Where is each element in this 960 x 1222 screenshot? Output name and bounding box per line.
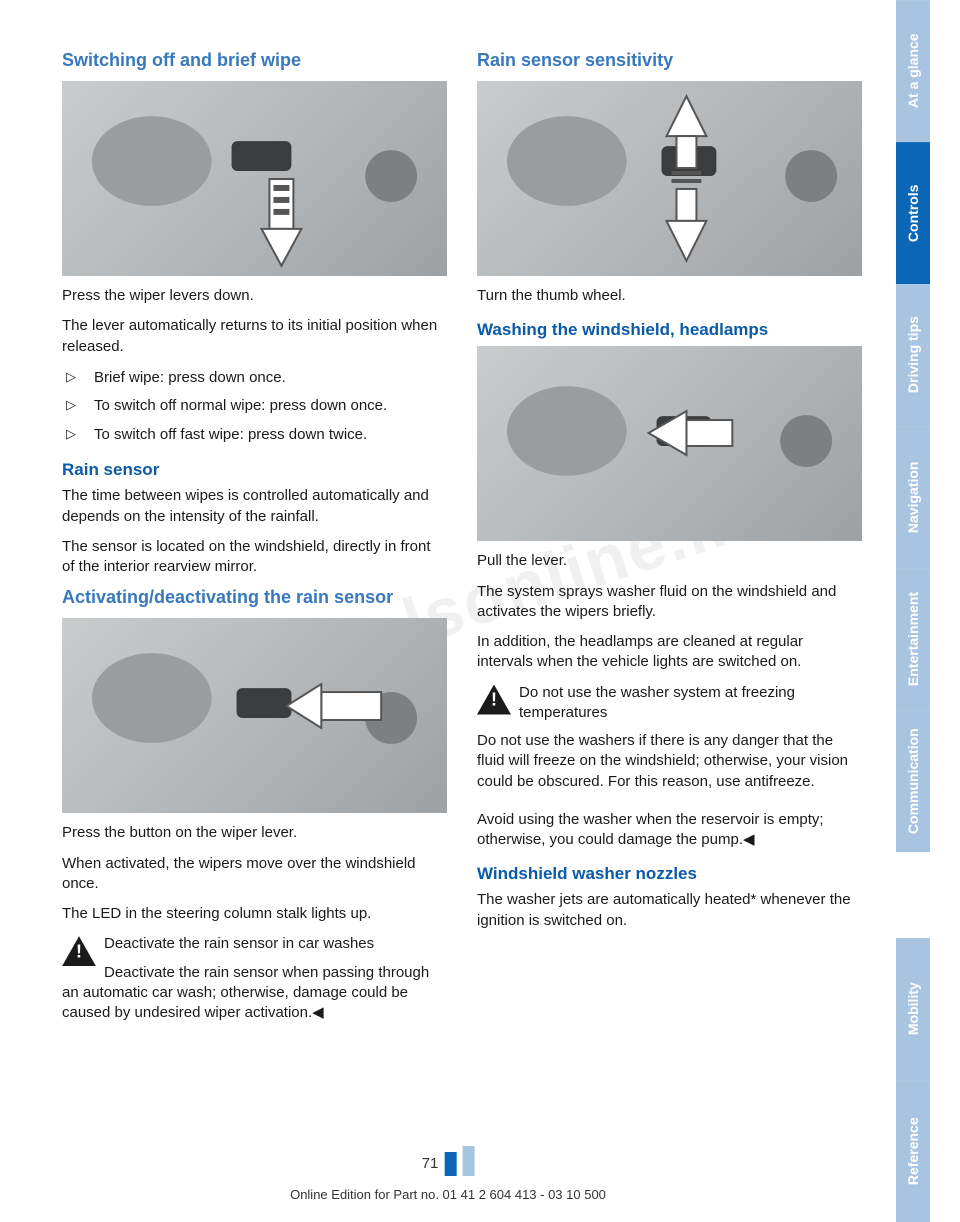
tab-spacer [896,853,930,938]
tab-reference[interactable]: Reference [896,1080,930,1222]
page-number-value: 71 [422,1155,439,1172]
list-item: Brief wipe: press down once. [62,367,447,390]
page-number: 71 [422,1146,475,1176]
side-tabs: At a glance Controls Driving tips Naviga… [896,0,930,1222]
para: In addition, the headlamps are cleaned a… [477,632,862,673]
heading-sensitivity: Rain sensor sensitivity [477,50,862,71]
warning-body: Do not use the washers if there is any d… [477,731,862,792]
para: When activated, the wipers move over the… [62,854,447,895]
list-item: To switch off normal wipe: press down on… [62,395,447,418]
para: The sensor is located on the windshield,… [62,537,447,578]
tab-entertainment[interactable]: Entertainment [896,568,930,710]
heading-activate-rain-sensor: Activating/deactivating the rain sensor [62,587,447,608]
para: Turn the thumb wheel. [477,286,862,306]
two-column-layout: Switching off and brief wipe Press th [62,50,862,1041]
figure-button-press [62,618,447,813]
page-content: carmanualsonline.info Switching off and … [0,0,896,1222]
figure-pull-lever [477,346,862,541]
bullet-list: Brief wipe: press down once. To switch o… [62,367,447,447]
tab-controls[interactable]: Controls [896,142,930,284]
tab-at-a-glance[interactable]: At a glance [896,0,930,142]
para: The time between wipes is controlled aut… [62,486,447,527]
tab-communication[interactable]: Communication [896,710,930,852]
para: Press the button on the wiper lever. [62,823,447,843]
para: The LED in the steering column stalk lig… [62,904,447,924]
heading-washing: Washing the windshield, headlamps [477,320,862,340]
heading-rain-sensor: Rain sensor [62,460,447,480]
figure-thumb-wheel [477,81,862,276]
warning-title: Do not use the washer system at freezing… [477,683,862,724]
tab-navigation[interactable]: Navigation [896,426,930,568]
page-marker-bar [462,1146,474,1176]
para: The lever automatically returns to its i… [62,316,447,357]
para: Avoid using the washer when the reservoi… [477,810,862,851]
warning-body: Deactivate the rain sensor when passing … [62,963,447,1024]
footer-text: Online Edition for Part no. 01 41 2 604 … [0,1187,896,1202]
right-column: Rain sensor sensitivity [477,50,862,1041]
heading-switching-off: Switching off and brief wipe [62,50,447,71]
para: The washer jets are automatically heated… [477,890,862,931]
warning-title: Deactivate the rain sensor in car washes [62,934,447,954]
warning-carwash: Deactivate the rain sensor in car washes… [62,934,447,1031]
figure-wiper-down [62,81,447,276]
left-column: Switching off and brief wipe Press th [62,50,447,1041]
warning-freezing: Do not use the washer system at freezing… [477,683,862,800]
tab-driving-tips[interactable]: Driving tips [896,284,930,426]
list-item: To switch off fast wipe: press down twic… [62,424,447,447]
para: The system sprays washer fluid on the wi… [477,582,862,623]
para: Press the wiper levers down. [62,286,447,306]
heading-nozzles: Windshield washer nozzles [477,864,862,884]
para: Pull the lever. [477,551,862,571]
page-marker-bar [444,1152,456,1176]
tab-mobility[interactable]: Mobility [896,938,930,1080]
